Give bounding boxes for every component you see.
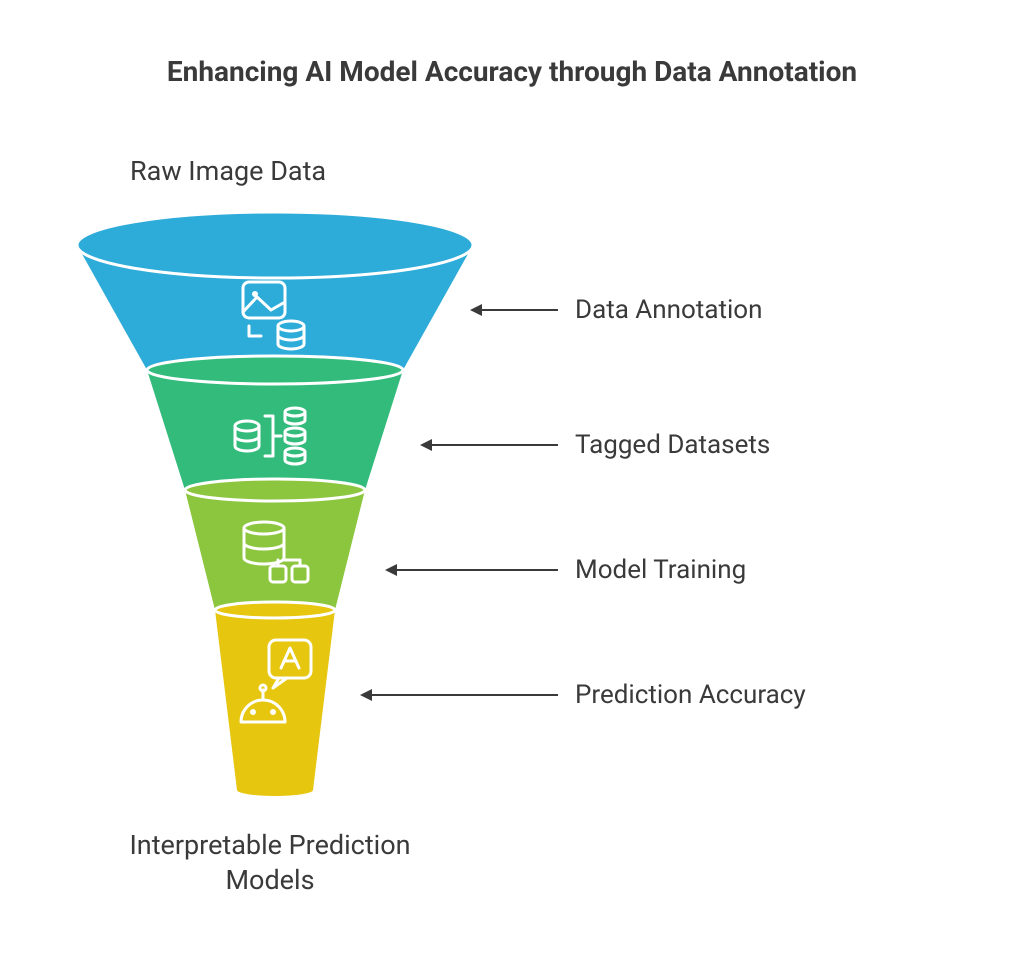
arrow-3 — [395, 569, 558, 571]
arrow-4 — [370, 694, 558, 696]
arrow-1 — [480, 309, 558, 311]
stage-label-3: Model Training — [575, 555, 746, 585]
funnel-rim — [77, 212, 473, 278]
diagram-title: Enhancing AI Model Accuracy through Data… — [0, 55, 1024, 88]
funnel-bottom-label: Interpretable Prediction Models — [110, 828, 430, 898]
arrow-2 — [430, 444, 558, 446]
stage-label-1: Data Annotation — [575, 295, 762, 325]
stage-label-4: Prediction Accuracy — [575, 680, 806, 710]
funnel-bottom — [237, 784, 313, 796]
funnel-stage-3 — [185, 490, 365, 610]
funnel-top-label: Raw Image Data — [130, 155, 326, 187]
funnel-diagram — [75, 210, 475, 810]
funnel-stage-2 — [147, 370, 403, 490]
stage-label-2: Tagged Datasets — [575, 430, 770, 460]
funnel-divider-1 — [147, 356, 403, 384]
funnel-divider-2 — [185, 479, 365, 501]
funnel-stage-4 — [215, 610, 335, 790]
funnel-divider-3 — [215, 602, 335, 618]
